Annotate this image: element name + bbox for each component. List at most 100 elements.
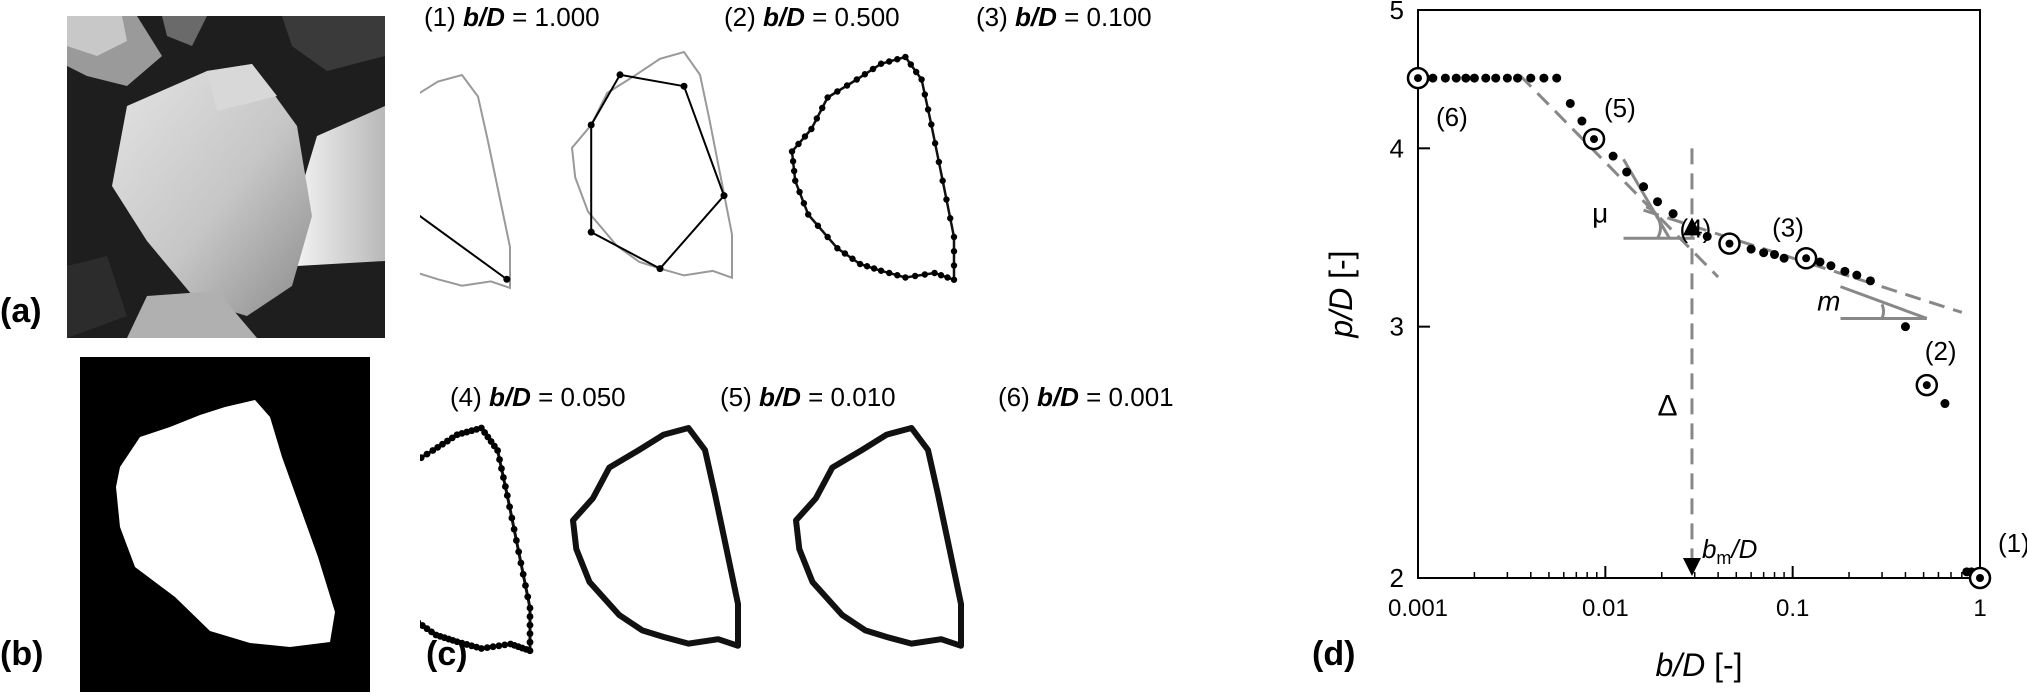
contour-5-polygon [570,425,741,649]
data-point [1491,73,1501,83]
contour-3-node [834,88,841,95]
contour-4-node [503,492,511,499]
y-tick-label: 5 [1390,0,1404,25]
x-tick-label: 0.001 [1388,595,1448,622]
data-point [1770,250,1780,260]
contour-3-node [795,140,802,148]
contour-3-node [911,272,919,280]
contour-1-node [503,275,511,283]
contour-3-node [907,61,914,68]
contour-3-node [790,167,798,175]
contour-3-node [853,76,860,83]
contour-3-node [894,272,901,279]
intersection-marker [1682,217,1701,236]
contour-3-node [924,106,932,113]
data-point [1513,73,1523,83]
contour-3-node [939,177,946,184]
contour-3-node [937,272,945,279]
circled-point-label: (5) [1604,93,1636,123]
contour-3-node [886,58,893,65]
data-point [1526,73,1536,83]
circled-point-center [1414,74,1422,83]
x-axis-label: b/D [-] [1655,647,1742,683]
contour-4-node [522,582,529,589]
contour-3-node [861,71,869,78]
contour-title-6: (6) b/D = 0.001 [998,382,1174,412]
data-point [1865,276,1875,286]
y-axis-label: p/D [-] [1323,250,1359,338]
contour-3-node [841,250,849,257]
contour-3-node [931,140,939,147]
contour-4-node [439,440,446,448]
contour-2-outline [570,50,733,280]
contour-4-node [515,548,523,556]
contour-3-node [935,158,943,166]
binary-mask [80,357,370,692]
data-point [1469,73,1479,83]
contour-3-node [947,215,954,222]
contour-3-node [913,68,920,76]
circled-point-center [1976,574,1984,582]
contour-3-node [886,269,893,277]
contour-3-node [800,200,808,207]
contour-3-node [843,82,851,89]
contour-3-node [950,276,958,283]
contour-3-node [824,233,831,241]
contour-3-node [928,121,935,128]
mu-arc [1645,205,1662,239]
contour-3-node [814,222,822,229]
contour-4-node [429,447,437,454]
contour-3-node [943,196,950,203]
contour-4-node [506,503,513,511]
data-point [1639,182,1649,192]
contour-3-node [950,248,958,255]
x-tick-label: 0.1 [1776,595,1809,622]
contour-2-node [656,265,664,273]
bm-marker [1682,558,1701,576]
contour-4-node [489,643,497,651]
contour-4-node [423,450,431,458]
m-label: m [1817,285,1840,316]
panel-label-d: (d) [1312,635,1356,673]
data-point [1451,73,1461,83]
contour-4-node [420,454,425,462]
contour-3-node [921,271,929,278]
contour-title-1: (1) b/D = 1.000 [424,2,600,32]
contour-3-node [877,267,885,274]
data-point [1577,116,1587,126]
contour-2-node [720,192,728,200]
grain-photo [67,16,385,338]
data-point [1779,253,1789,263]
contour-3-node [808,125,815,133]
data-point [1759,248,1769,258]
data-point [1428,73,1438,83]
y-tick-label: 2 [1390,563,1404,593]
contour-title-3: (3) b/D = 0.100 [976,2,1152,32]
x-tick-label: 0.01 [1582,595,1629,622]
contour-4-node [526,630,534,638]
contour-3-node [789,158,797,165]
contour-4-node [498,465,505,472]
contour-4-node [517,559,525,567]
contour-title-2: (2) b/D = 0.500 [724,2,900,32]
contour-6-polygon [793,425,964,649]
contour-4-node [507,640,514,648]
contour-3-node [877,60,885,67]
delta-label: Δ [1658,389,1678,422]
contour-3-node [819,104,826,112]
data-point [1940,399,1950,409]
data-point [1461,73,1471,83]
contour-3-node [921,91,929,98]
contour-4-node [526,638,534,646]
panel-b-mask [80,357,370,692]
data-point [1826,261,1836,271]
contour-4-node [434,443,442,451]
panel-label-b: (b) [0,635,44,673]
circled-point-label: (4) [1679,214,1711,244]
circled-point-label: (6) [1436,102,1468,132]
circled-point-label: (1) [1998,528,2027,558]
contour-2-node [680,82,688,90]
circled-point-center [1922,381,1931,390]
contour-3-node [869,65,877,73]
contour-3-node [950,262,958,269]
